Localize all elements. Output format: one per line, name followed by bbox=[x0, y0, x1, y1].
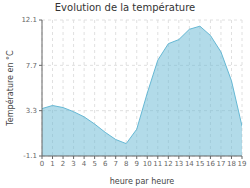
svg-text:6: 6 bbox=[103, 160, 108, 168]
svg-text:12: 12 bbox=[164, 160, 173, 168]
svg-text:19: 19 bbox=[238, 160, 242, 168]
svg-text:4: 4 bbox=[82, 160, 87, 168]
svg-text:2: 2 bbox=[61, 160, 65, 168]
svg-text:9: 9 bbox=[135, 160, 139, 168]
svg-text:1: 1 bbox=[50, 160, 54, 168]
svg-text:10: 10 bbox=[143, 160, 152, 168]
svg-text:7: 7 bbox=[113, 160, 117, 168]
svg-text:3: 3 bbox=[71, 160, 75, 168]
svg-text:16: 16 bbox=[206, 160, 215, 168]
svg-text:14: 14 bbox=[185, 160, 194, 168]
svg-text:15: 15 bbox=[195, 160, 204, 168]
svg-text:heure par heure: heure par heure bbox=[110, 177, 175, 186]
svg-text:5: 5 bbox=[92, 160, 96, 168]
svg-text:Température en °C: Température en °C bbox=[8, 50, 15, 127]
svg-text:7.7: 7.7 bbox=[26, 62, 37, 70]
html-text:Evolution de la température: Evolution de la température bbox=[54, 2, 196, 13]
svg-text:8: 8 bbox=[124, 160, 128, 168]
svg-text:0: 0 bbox=[40, 160, 44, 168]
svg-text:17: 17 bbox=[216, 160, 225, 168]
svg-text:18: 18 bbox=[227, 160, 236, 168]
svg-text:13: 13 bbox=[174, 160, 183, 168]
svg-text:12.1: 12.1 bbox=[21, 16, 37, 24]
svg-text:-1.1: -1.1 bbox=[23, 152, 37, 160]
svg-text:11: 11 bbox=[153, 160, 162, 168]
svg-text:3.3: 3.3 bbox=[26, 107, 37, 115]
